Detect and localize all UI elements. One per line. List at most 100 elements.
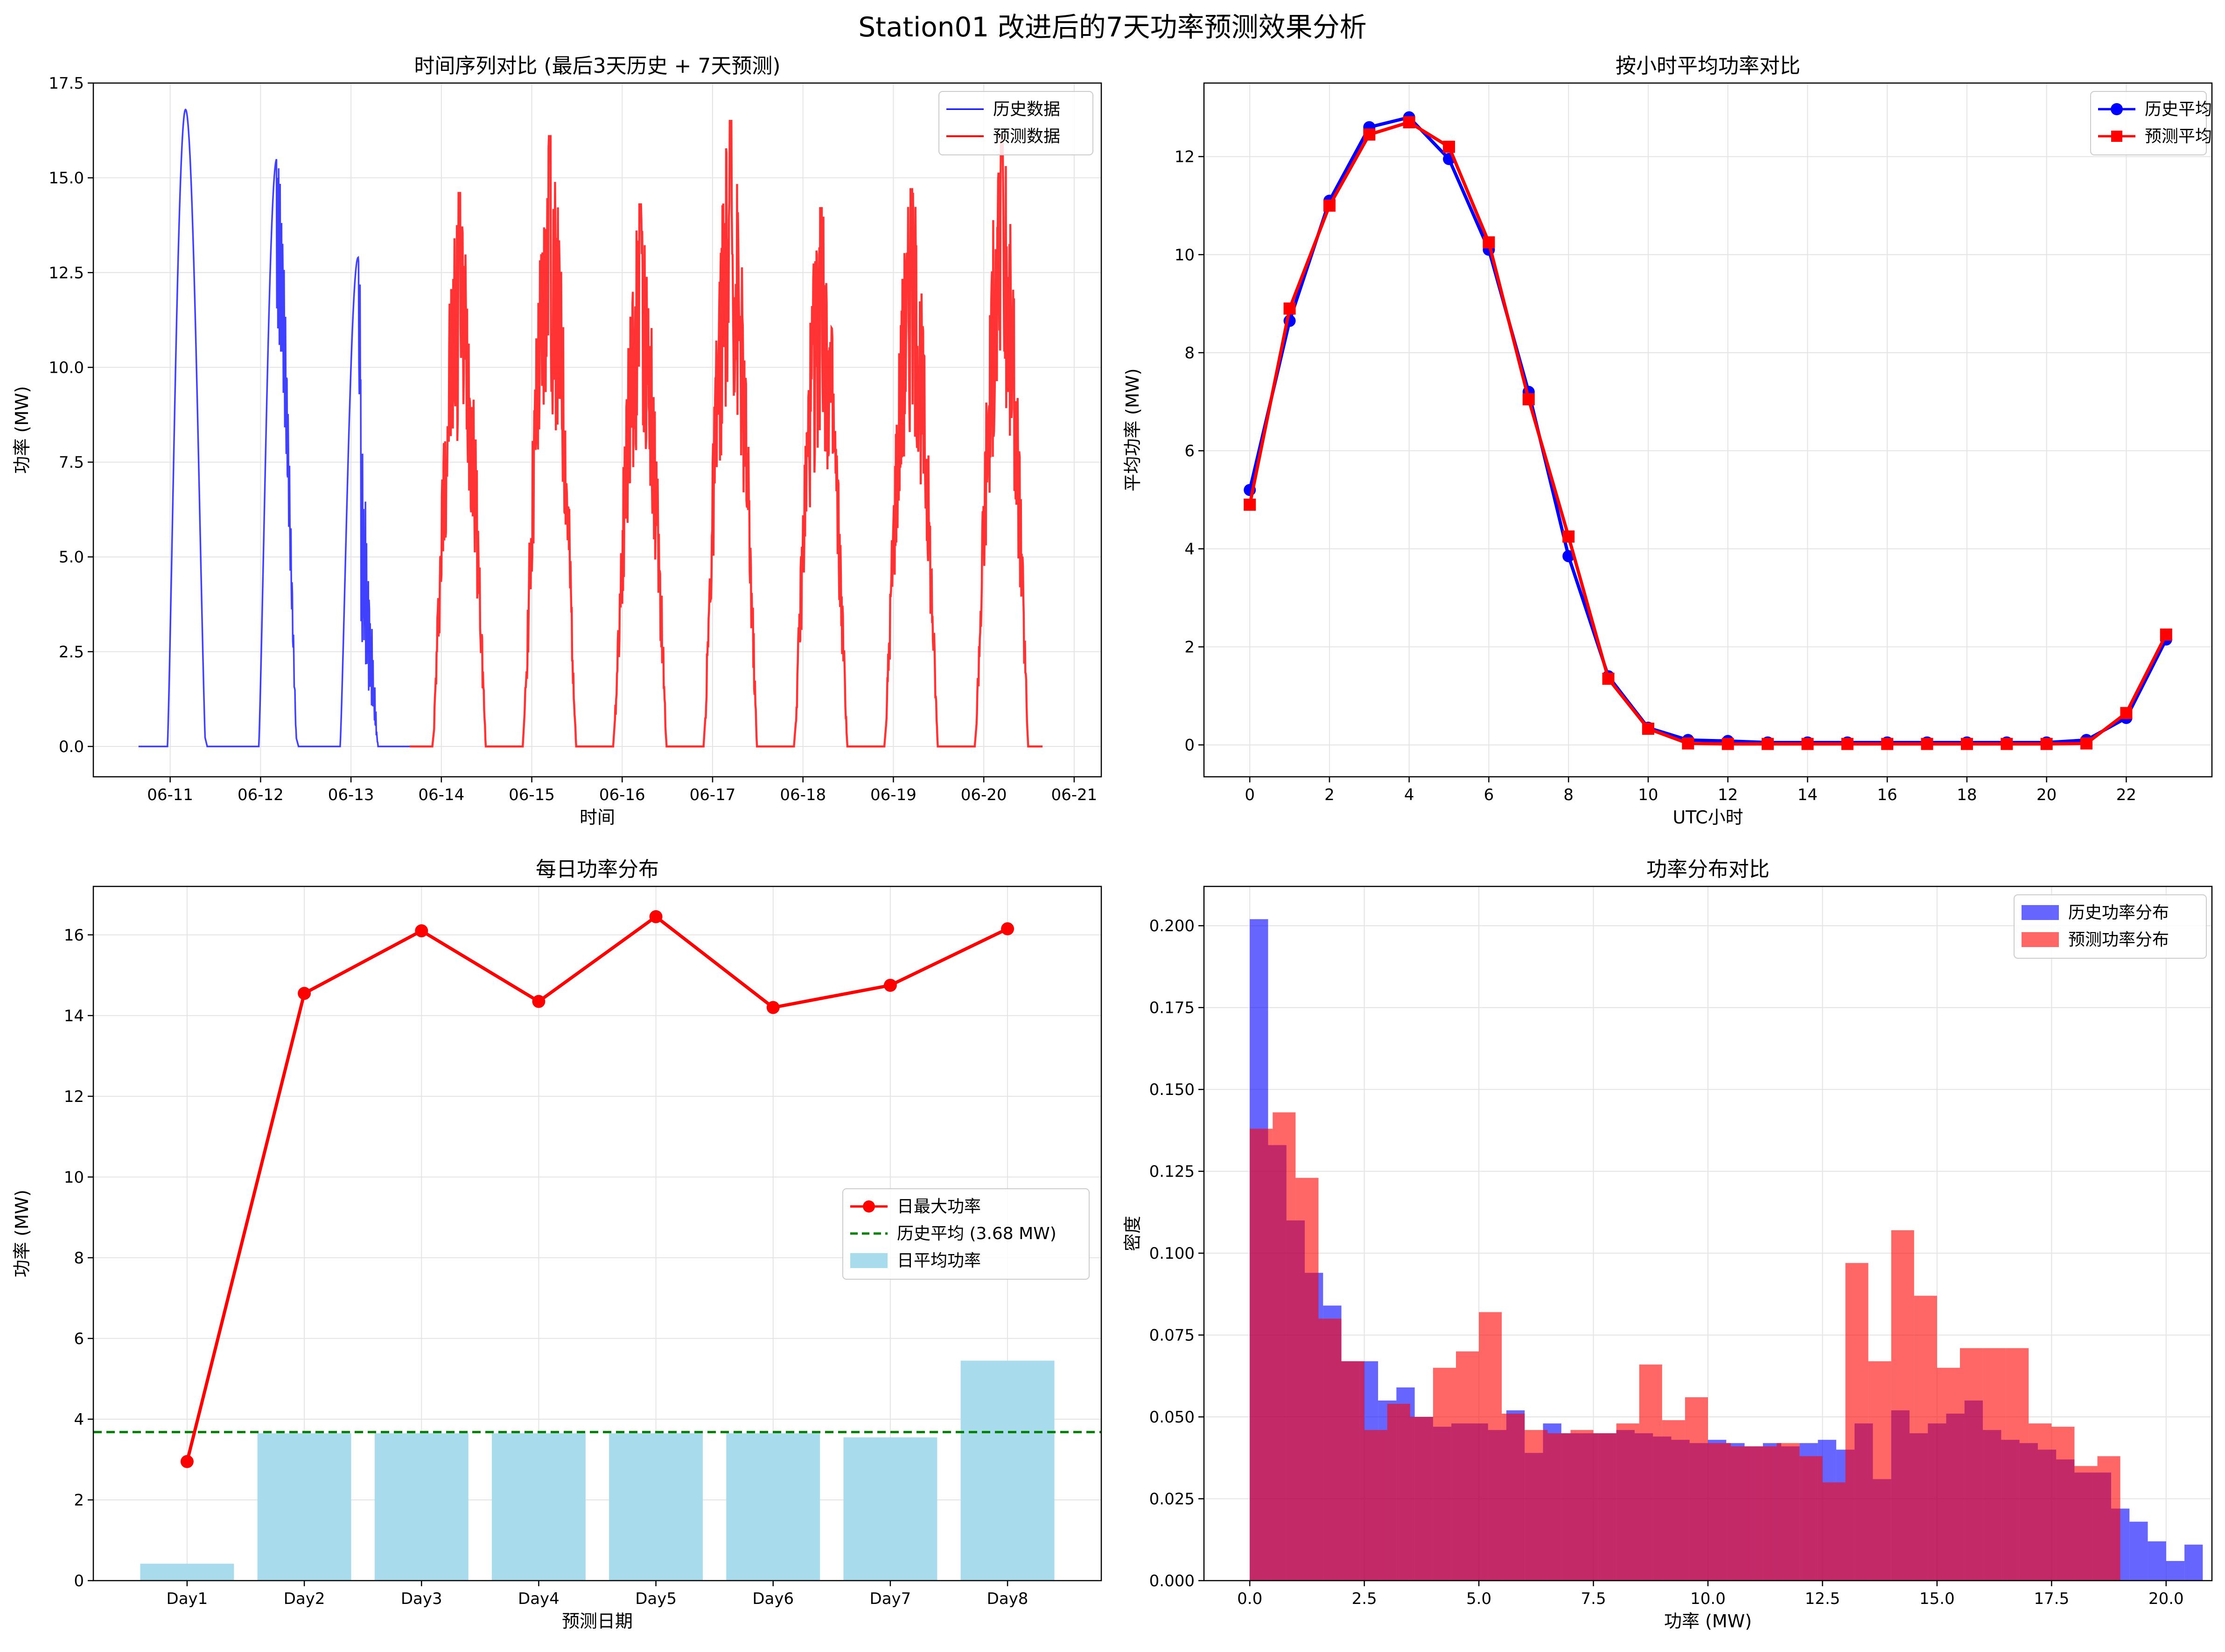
forecast-average-point xyxy=(1562,530,1575,543)
forecast-histogram-bar xyxy=(2051,1427,2075,1581)
legend-swatch xyxy=(2022,905,2059,920)
y-axis-label: 功率 (MW) xyxy=(12,1190,32,1277)
daily-max-point xyxy=(532,995,546,1008)
x-tick-label: Day4 xyxy=(518,1589,560,1608)
figure-suptitle: Station01 改进后的7天功率预测效果分析 xyxy=(858,11,1366,43)
forecast-histogram-bar xyxy=(1983,1348,2006,1581)
daily-max-point xyxy=(180,1455,194,1468)
x-tick-label: 06-21 xyxy=(1051,786,1097,804)
forecast-histogram-bar xyxy=(1868,1361,1891,1581)
daily-max-point xyxy=(883,978,897,992)
forecast-average-point xyxy=(1323,199,1336,212)
y-tick-label: 0.175 xyxy=(1149,999,1195,1018)
y-tick-label: 4 xyxy=(1184,540,1195,558)
forecast-histogram-bar xyxy=(1570,1430,1594,1581)
x-tick-label: 17.5 xyxy=(2034,1589,2070,1608)
x-tick-label: 5.0 xyxy=(1466,1589,1491,1608)
y-tick-label: 2 xyxy=(1184,638,1195,657)
forecast-average-point xyxy=(1721,738,1734,750)
x-tick-label: 2.5 xyxy=(1352,1589,1377,1608)
y-axis-label: 功率 (MW) xyxy=(12,386,32,474)
y-tick-label: 2.5 xyxy=(59,643,84,662)
forecast-histogram-bar xyxy=(1708,1443,1731,1581)
y-tick-label: 7.5 xyxy=(59,453,84,472)
legend-label: 预测平均 xyxy=(2145,127,2212,146)
forecast-average-point xyxy=(1483,236,1495,249)
x-tick-label: 18 xyxy=(1957,786,1977,804)
forecast-histogram-bar xyxy=(1341,1361,1364,1581)
forecast-histogram-bar xyxy=(1593,1433,1616,1581)
y-tick-label: 4 xyxy=(74,1410,84,1429)
x-axis-label: 时间 xyxy=(580,807,615,828)
forecast-histogram-bar xyxy=(2074,1466,2098,1581)
y-tick-label: 0.150 xyxy=(1149,1080,1195,1099)
panel-title: 时间序列对比 (最后3天历史 + 7天预测) xyxy=(414,54,780,78)
forecast-histogram-bar xyxy=(1525,1430,1548,1581)
x-tick-label: 12.5 xyxy=(1805,1589,1840,1608)
forecast-histogram-bar xyxy=(1914,1296,1937,1581)
forecast-histogram-bar xyxy=(1273,1112,1296,1581)
forecast-average-point xyxy=(1682,737,1694,750)
forecast-histogram-bar xyxy=(1937,1367,1960,1581)
x-tick-label: 12 xyxy=(1718,786,1738,804)
y-tick-label: 6 xyxy=(74,1330,84,1348)
y-tick-label: 10 xyxy=(64,1168,84,1187)
x-axis-label: 功率 (MW) xyxy=(1664,1611,1752,1631)
forecast-histogram-bar xyxy=(1799,1456,1823,1581)
y-tick-label: 5.0 xyxy=(59,548,84,567)
y-axis-label: 平均功率 (MW) xyxy=(1122,368,1143,491)
x-tick-label: 6 xyxy=(1484,786,1494,804)
forecast-histogram-bar xyxy=(1639,1364,1662,1581)
forecast-average-point xyxy=(2120,707,2133,719)
forecast-histogram-bar xyxy=(1822,1482,1846,1581)
history-histogram-bar xyxy=(2166,1561,2185,1581)
forecast-average-point xyxy=(2080,737,2093,750)
forecast-histogram-bar xyxy=(1502,1414,1525,1581)
plot-frame xyxy=(1203,82,2213,778)
x-tick-label: 4 xyxy=(1404,786,1414,804)
history-histogram-bar xyxy=(2184,1544,2203,1581)
legend-label: 日最大功率 xyxy=(897,1197,981,1216)
x-tick-label: Day5 xyxy=(635,1589,677,1608)
forecast-average-point xyxy=(1801,738,1814,750)
forecast-histogram-bar xyxy=(1662,1420,1685,1581)
y-tick-label: 14 xyxy=(64,1007,84,1025)
x-tick-label: 14 xyxy=(1798,786,1818,804)
x-tick-label: 06-17 xyxy=(690,786,736,804)
forecast-histogram-bar xyxy=(1456,1351,1479,1581)
panel-title: 按小时平均功率对比 xyxy=(1616,54,1800,78)
legend-marker xyxy=(2111,131,2122,142)
forecast-average-line xyxy=(1248,120,2168,746)
x-tick-label: 0 xyxy=(1245,786,1255,804)
legend-box xyxy=(938,91,1093,155)
legend-label: 历史平均 xyxy=(2145,100,2212,119)
y-tick-label: 6 xyxy=(1184,442,1195,460)
y-tick-label: 8 xyxy=(1184,344,1195,362)
forecast-average-point xyxy=(2001,738,2013,750)
forecast-average-point xyxy=(1403,116,1415,129)
daily-average-bar xyxy=(491,1433,586,1581)
x-axis-label: UTC小时 xyxy=(1672,807,1743,828)
legend-box xyxy=(2014,894,2207,959)
timeseries-panel: 06-11 06-12 06-13 06-14 06-15 06-16 06-17 06-18… xyxy=(12,54,1102,828)
x-tick-label: 15.0 xyxy=(1919,1589,1955,1608)
hourly-average-panel: 0 2 4 6 8 10 12 14 16 18 20 22 0 2 4 6 8 10 12 按小时平均功率对比 UTC… xyxy=(1122,54,2213,828)
daily-average-bar xyxy=(960,1360,1055,1581)
daily-average-bar xyxy=(257,1433,351,1581)
daily-average-bar xyxy=(726,1433,820,1581)
y-tick-label: 10 xyxy=(1175,246,1195,265)
forecast-histogram-bar xyxy=(1731,1446,1754,1581)
forecast-histogram-bar xyxy=(1960,1348,1983,1581)
x-tick-label: 06-20 xyxy=(961,786,1007,804)
daily-max-point xyxy=(1001,922,1015,935)
y-tick-label: 12 xyxy=(1175,148,1195,167)
history-histogram-bar xyxy=(2148,1541,2166,1581)
x-tick-label: 20 xyxy=(2036,786,2057,804)
forecast-histogram-bar xyxy=(2097,1456,2120,1581)
x-tick-label: 06-11 xyxy=(147,786,193,804)
legend-label: 历史平均 (3.68 MW) xyxy=(897,1224,1057,1243)
y-tick-label: 0.125 xyxy=(1149,1163,1195,1181)
panel-title: 每日功率分布 xyxy=(536,857,659,881)
y-tick-label: 8 xyxy=(74,1249,84,1268)
